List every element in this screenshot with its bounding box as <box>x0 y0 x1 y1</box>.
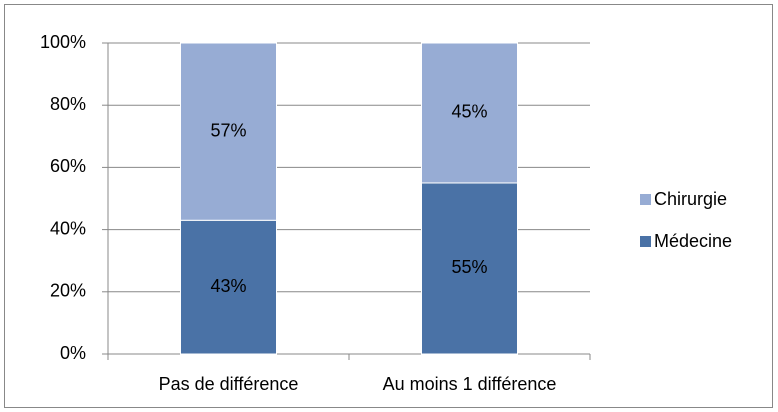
x-tick-label: Pas de différence <box>159 374 299 394</box>
legend-label: Chirurgie <box>654 189 727 209</box>
bar-segment <box>180 219 277 355</box>
y-tick-label: 80% <box>50 94 86 114</box>
legend-label: Médecine <box>654 231 732 251</box>
y-tick-label: 20% <box>50 281 86 301</box>
legend-swatch <box>640 194 651 205</box>
chart-frame <box>4 4 773 408</box>
data-label: 55% <box>451 257 487 277</box>
bar-segment <box>421 42 518 184</box>
legend-swatch <box>640 236 651 247</box>
data-label: 45% <box>451 102 487 122</box>
bar-segment <box>421 182 518 355</box>
y-tick-label: 60% <box>50 156 86 176</box>
y-tick-label: 0% <box>60 343 86 363</box>
data-label: 43% <box>210 276 246 296</box>
bar-segment <box>180 42 277 221</box>
y-tick-label: 100% <box>40 32 86 52</box>
y-tick-label: 40% <box>50 218 86 238</box>
x-tick-label: Au moins 1 différence <box>383 374 557 394</box>
data-label: 57% <box>210 120 246 140</box>
